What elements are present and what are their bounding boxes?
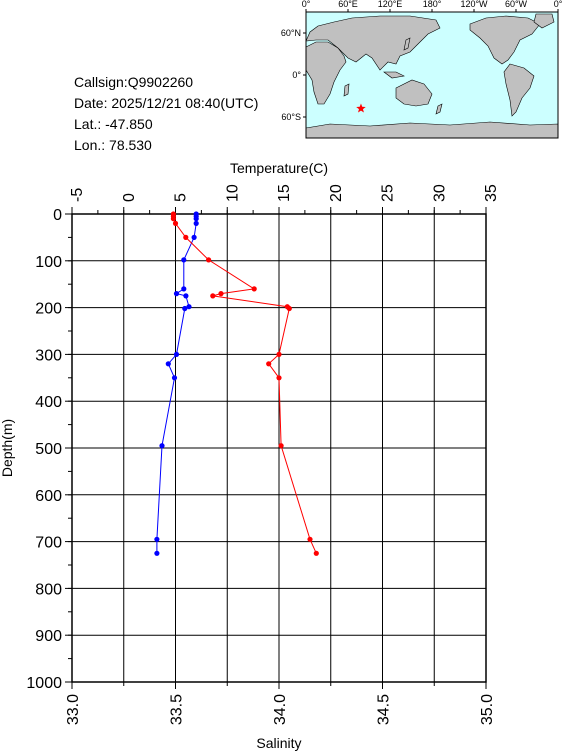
temperature-data-point xyxy=(191,234,197,240)
date-text: Date: 2025/12/21 08:40(UTC) xyxy=(74,95,259,111)
station-marker-star xyxy=(356,103,366,113)
station-info: Callsign:Q9902260 Date: 2025/12/21 08:40… xyxy=(74,72,258,156)
map-lat-label: 60°N xyxy=(281,28,301,38)
salinity-data-point xyxy=(276,375,282,381)
salinity-data-point xyxy=(210,293,216,299)
temperature-data-point xyxy=(159,443,165,449)
temperature-data-point xyxy=(183,293,189,299)
depth-tick-label: 0 xyxy=(53,207,62,224)
temperature-tick-label: 25 xyxy=(380,184,397,202)
depth-tick-label: 400 xyxy=(35,394,62,411)
salinity-axis-title: Salinity xyxy=(256,735,301,751)
temperature-tick-labels: -5 0 5 10 15 20 25 30 35 xyxy=(69,184,500,202)
salinity-profile-line xyxy=(172,214,317,554)
salinity-data-point xyxy=(183,234,189,240)
salinity-data-point xyxy=(286,305,292,312)
callsign-text: Callsign:Q9902260 xyxy=(74,74,194,90)
depth-tick-label: 900 xyxy=(35,628,62,645)
map-lon-label: 0° xyxy=(302,0,311,9)
temperature-data-point xyxy=(154,550,160,556)
temperature-data-point xyxy=(181,257,187,263)
temperature-tick-label: 5 xyxy=(173,193,190,202)
depth-tick-label: 600 xyxy=(35,488,62,505)
longitude-text: Lon.: 78.530 xyxy=(74,137,152,153)
salinity-data-point xyxy=(170,216,176,222)
salinity-data-point xyxy=(251,286,257,292)
depth-tick-label: 700 xyxy=(35,535,62,552)
temperature-data-point xyxy=(181,286,187,292)
temperature-tick-label: 20 xyxy=(328,184,345,202)
temperature-data-point xyxy=(186,304,192,310)
map-lat-label: 0° xyxy=(292,70,301,80)
depth-tick-label: 200 xyxy=(35,301,62,318)
map-lon-label: 60°W xyxy=(505,0,528,9)
salinity-data-point xyxy=(218,291,224,297)
latitude-text: Lat.: -47.850 xyxy=(74,116,153,132)
temperature-data-point xyxy=(193,216,199,222)
temperature-data-point xyxy=(193,220,199,226)
map-ticks xyxy=(303,9,559,118)
plot-frame xyxy=(71,213,487,683)
map-lon-label: 60°E xyxy=(338,0,358,9)
temperature-tick-label: 15 xyxy=(276,184,293,202)
temperature-data-point xyxy=(171,375,178,381)
depth-axis-title: Depth(m) xyxy=(0,419,15,477)
salinity-tick-label: 34.5 xyxy=(376,694,393,725)
temperature-tick-label: 35 xyxy=(483,184,500,202)
depth-tick-label: 100 xyxy=(35,254,62,271)
temperature-tick-label: 0 xyxy=(121,193,138,202)
salinity-data-point xyxy=(172,220,179,226)
temperature-data-point xyxy=(182,305,188,312)
temperature-axis-title: Temperature(C) xyxy=(230,160,328,176)
temperature-profile-line xyxy=(156,214,197,554)
series-layer xyxy=(154,211,319,556)
salinity-data-point xyxy=(307,536,313,542)
map-land xyxy=(305,13,559,139)
chart-grid xyxy=(71,213,487,683)
salinity-data-point xyxy=(313,550,319,556)
salinity-data-point xyxy=(206,257,212,263)
salinity-data-point xyxy=(266,361,272,367)
map-lon-label: 120°W xyxy=(460,0,488,9)
depth-tick-label: 1000 xyxy=(26,675,62,692)
salinity-tick-label: 35.0 xyxy=(479,694,496,725)
salinity-tick-label: 33.5 xyxy=(169,694,186,725)
temperature-data-point xyxy=(173,291,180,297)
salinity-data-point xyxy=(276,351,282,357)
map-labels: 0° 60°E 120°E 180° 120°W 60°W 0° 60°N 0° 60°S xyxy=(281,0,563,122)
map-lon-label: 180° xyxy=(423,0,442,9)
depth-tick-label: 300 xyxy=(35,347,62,364)
salinity-data-point xyxy=(278,443,284,449)
temperature-tick-label: 30 xyxy=(431,184,448,202)
depth-tick-labels: 0 100 200 300 400 500 600 700 800 900 1000 xyxy=(26,207,62,692)
map-lat-label: 60°S xyxy=(281,112,301,122)
salinity-tick-label: 34.0 xyxy=(272,694,289,725)
temperature-data-point xyxy=(165,361,171,367)
temperature-data-point xyxy=(173,351,180,357)
depth-tick-label: 500 xyxy=(35,441,62,458)
temperature-data-point xyxy=(154,536,160,542)
temperature-tick-label: -5 xyxy=(69,188,86,202)
salinity-tick-label: 33.0 xyxy=(65,694,82,725)
salinity-tick-labels: 33.0 33.5 34.0 34.5 35.0 xyxy=(65,694,496,725)
map-lon-label: 120°E xyxy=(378,0,403,9)
map-lon-label: 0° xyxy=(554,0,563,9)
temperature-tick-label: 10 xyxy=(224,184,241,202)
depth-tick-label: 800 xyxy=(35,581,62,598)
